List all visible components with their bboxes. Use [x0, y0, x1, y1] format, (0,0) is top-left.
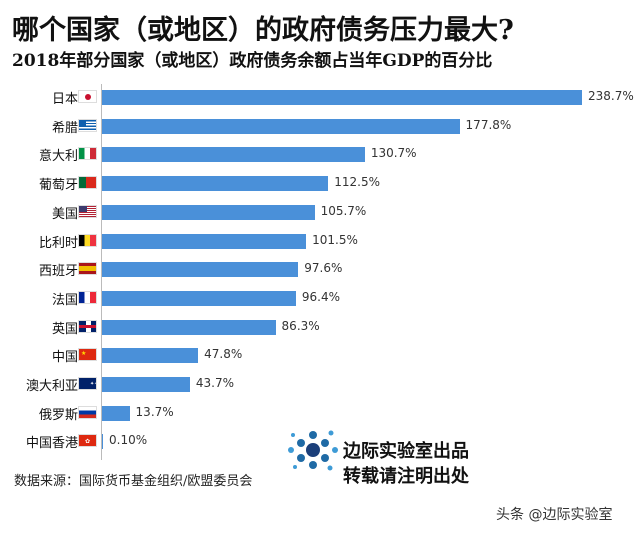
category-label: 法国: [51, 292, 78, 308]
value-label: 13.7%: [135, 404, 174, 419]
belgium-flag-icon: [78, 233, 97, 247]
category-axis: [101, 84, 102, 460]
bar: [102, 90, 583, 105]
value-label: 101.5%: [312, 232, 358, 247]
japan-flag-icon: [78, 90, 97, 103]
greece-flag-icon: [78, 118, 97, 132]
bar-row: 日本 238.7%: [0, 87, 640, 107]
value-label: 177.8%: [465, 117, 512, 132]
category-label: 希腊: [51, 120, 78, 136]
bar: [102, 405, 130, 421]
category-label: 意大利: [38, 149, 78, 165]
value-label: 47.8%: [204, 347, 243, 362]
bar-row: 中国香港 ✿ 0.10%: [0, 431, 640, 451]
bar: [102, 434, 103, 450]
value-label: 43.7%: [195, 376, 234, 390]
value-label: 0.10%: [109, 433, 148, 448]
category-label: 西班牙: [38, 264, 78, 280]
france-flag-icon: [78, 290, 97, 304]
bar: [102, 233, 307, 249]
bar-row: 中国 ★ 47.8%: [0, 345, 640, 365]
uk-flag-icon: [78, 319, 97, 333]
value-label: 96.4%: [301, 289, 340, 304]
category-label: 中国香港: [25, 436, 78, 452]
bar-row: 葡萄牙 112.5%: [0, 173, 640, 193]
australia-flag-icon: ✦✦: [78, 377, 97, 390]
category-label: 比利时: [38, 235, 78, 251]
bar-row: 法国 96.4%: [0, 288, 640, 308]
bar: [102, 118, 460, 134]
china-flag-icon: ★: [78, 348, 97, 362]
italy-flag-icon: [78, 147, 97, 161]
bar: [102, 377, 190, 392]
category-label: 澳大利亚: [25, 379, 78, 394]
chart-title: 哪个国家（或地区）的政府债务压力最大?: [12, 15, 514, 46]
hongkong-flag-icon: ✿: [78, 434, 97, 448]
category-label: 中国: [51, 350, 78, 366]
portugal-flag-icon: [78, 176, 97, 190]
brand-logo-icon: [288, 430, 338, 471]
bar: [102, 147, 365, 163]
value-label: 97.6%: [304, 261, 343, 276]
bar-row: 意大利 130.7%: [0, 144, 640, 164]
value-label: 130.7%: [370, 146, 417, 161]
category-label: 英国: [51, 321, 78, 337]
brand-line-1: 边际实验室出品: [343, 441, 469, 462]
bar: [102, 290, 296, 306]
value-label: 105.7%: [320, 203, 367, 218]
bar-row: 俄罗斯 13.7%: [0, 403, 640, 423]
bar: [102, 348, 199, 364]
chart-subtitle: 2018年部分国家（或地区）政府债务余额占当年GDP的百分比: [12, 51, 493, 71]
russia-flag-icon: [78, 405, 97, 419]
value-label: 112.5%: [334, 175, 380, 190]
bar-row: 英国 86.3%: [0, 317, 640, 337]
bar: [102, 204, 315, 220]
data-source: 数据来源：国际货币基金组织/欧盟委员会: [14, 474, 253, 489]
bar-row: 希腊 177.8%: [0, 116, 640, 136]
watermark: 头条 @边际实验室: [496, 507, 613, 523]
bar-row: 比利时 101.5%: [0, 231, 640, 251]
usa-flag-icon: [78, 204, 97, 218]
bar: [102, 319, 276, 335]
category-label: 美国: [51, 206, 78, 222]
value-label: 238.7%: [588, 89, 634, 103]
bar: [102, 262, 299, 278]
bar-row: 美国 105.7%: [0, 202, 640, 222]
spain-flag-icon: [78, 262, 97, 276]
category-label: 日本: [51, 92, 78, 107]
bar: [102, 176, 329, 192]
category-label: 葡萄牙: [38, 178, 78, 194]
bar-row: 西班牙 97.6%: [0, 259, 640, 279]
category-label: 俄罗斯: [38, 407, 78, 423]
value-label: 86.3%: [281, 318, 320, 333]
brand-line-2: 转载请注明出处: [343, 466, 469, 487]
bar-row: 澳大利亚✦✦ 43.7%: [0, 374, 640, 394]
